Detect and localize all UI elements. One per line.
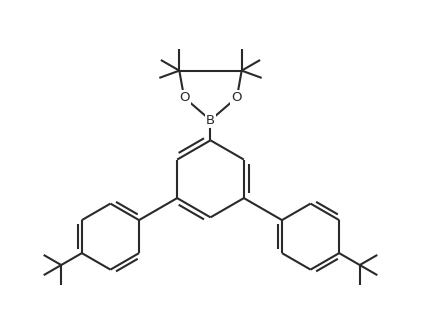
Text: O: O bbox=[179, 91, 189, 104]
Text: B: B bbox=[206, 114, 215, 127]
Text: O: O bbox=[232, 91, 242, 104]
